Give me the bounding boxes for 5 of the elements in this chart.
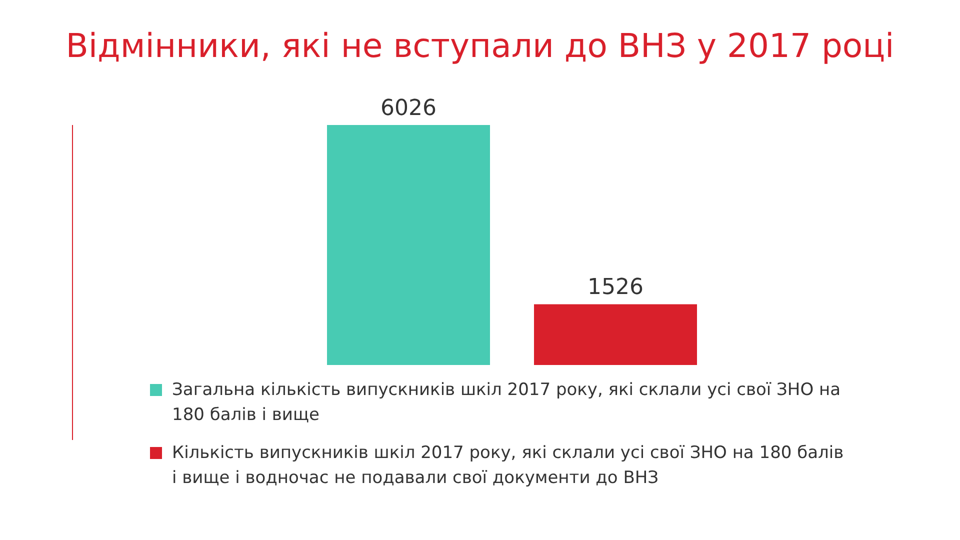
chart-title: Відмінники, які не вступали до ВНЗ у 2017 році — [64, 26, 896, 65]
legend-label: Загальна кількість випускників шкіл 2017 року, які склали усі свої ЗНО на 180 балів і вище — [172, 379, 842, 427]
legend-label: Кількість випускників шкіл 2017 року, які склали усі свої ЗНО на 180 балів і вище і водночас не подавали свої документи до ВНЗ — [172, 442, 845, 490]
data-label: 6026 — [380, 96, 436, 121]
data-label: 1526 — [588, 275, 644, 300]
